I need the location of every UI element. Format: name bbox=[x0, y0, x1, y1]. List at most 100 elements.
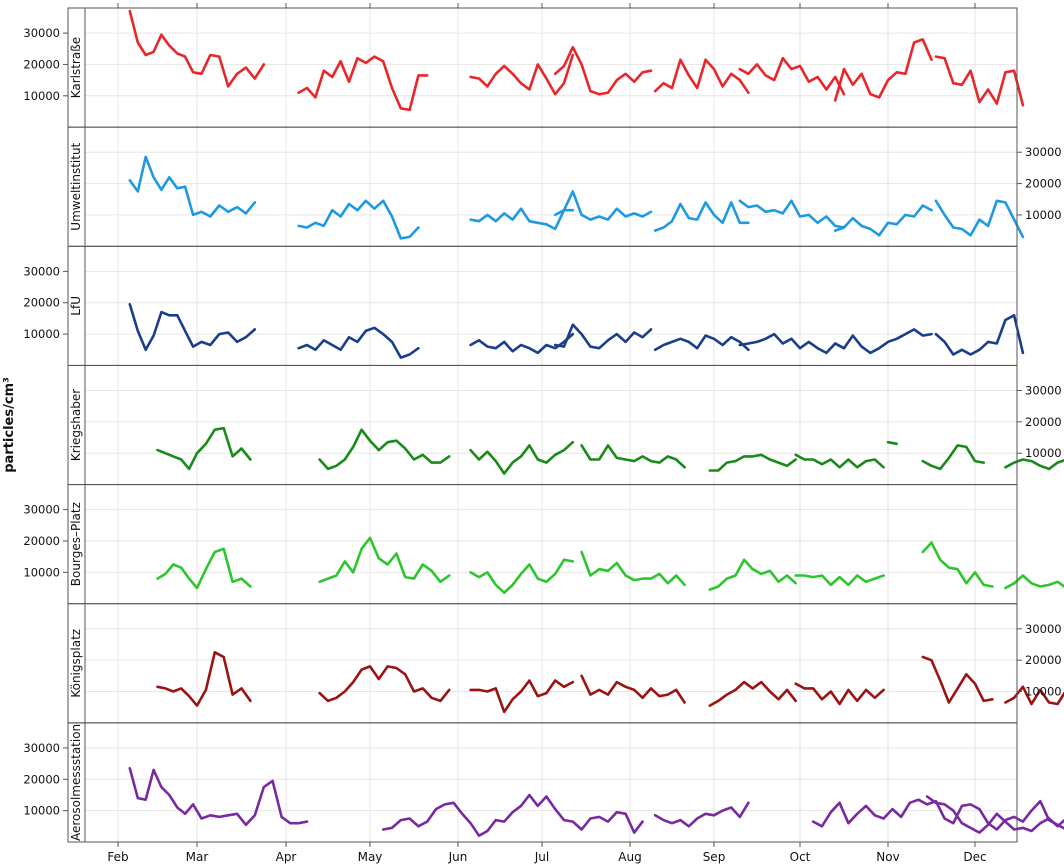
series-line-0-6 bbox=[833, 38, 933, 102]
series-line-3-6 bbox=[886, 440, 899, 446]
series-line-0-1 bbox=[297, 55, 429, 112]
y-tick-label: 30000 bbox=[23, 26, 60, 40]
x-tick-label: Apr bbox=[276, 850, 297, 864]
y-tick-label: 10000 bbox=[23, 89, 60, 103]
series-line-5-4 bbox=[708, 680, 798, 707]
series-line-1-5 bbox=[738, 199, 846, 229]
series-line-4-5 bbox=[794, 574, 885, 587]
series-line-1-6 bbox=[833, 204, 933, 237]
x-tick-label: Dec bbox=[963, 850, 986, 864]
series-line-2-1 bbox=[297, 326, 420, 359]
series-line-2-3 bbox=[553, 323, 653, 350]
series-line-0-3 bbox=[553, 45, 653, 96]
series-line-0-5 bbox=[738, 56, 846, 96]
series-line-5-0 bbox=[156, 650, 252, 707]
y-tick-label: 30000 bbox=[1025, 384, 1062, 398]
series-line-2-6 bbox=[833, 328, 933, 355]
series-line-5-3 bbox=[580, 674, 686, 704]
series-line-4-4 bbox=[708, 558, 798, 591]
y-tick-label: 20000 bbox=[1025, 415, 1062, 429]
series-line-0-0 bbox=[128, 9, 266, 88]
series-line-3-5 bbox=[794, 453, 885, 469]
series-line-2-4 bbox=[653, 334, 750, 352]
panel-label: Umweltinstitut bbox=[69, 142, 83, 230]
x-tick-label: Feb bbox=[107, 850, 128, 864]
panel-5: Königsplatz 10000 20000 30000 bbox=[67, 603, 1064, 724]
x-tick-label: Jun bbox=[448, 850, 468, 864]
series-line-6-2 bbox=[653, 801, 750, 828]
series-line-1-4 bbox=[653, 201, 750, 232]
x-tick-label: May bbox=[358, 850, 383, 864]
series-line-0-2 bbox=[469, 53, 575, 96]
y-tick-label: 30000 bbox=[1025, 622, 1062, 636]
series-line-5-2 bbox=[469, 679, 575, 714]
panel-1: Umweltinstitut 10000 20000 30000 bbox=[67, 126, 1062, 247]
series-line-6-1 bbox=[381, 793, 644, 838]
panel-2: LfU 10000 20000 30000 bbox=[23, 245, 1025, 366]
series-line-1-2 bbox=[469, 207, 575, 231]
x-tick-label: Jul bbox=[534, 850, 549, 864]
series-line-5-6 bbox=[921, 655, 994, 704]
series-line-3-3 bbox=[580, 444, 686, 469]
x-tick-label: Aug bbox=[618, 850, 641, 864]
y-tick-label: 20000 bbox=[23, 772, 60, 786]
series-line-2-0 bbox=[128, 302, 257, 352]
panel-4: Bourges–Platz 10000 20000 30000 bbox=[23, 484, 1064, 605]
y-tick-label: 30000 bbox=[23, 264, 60, 278]
panel-label: Königsplatz bbox=[69, 629, 83, 698]
y-tick-label: 20000 bbox=[23, 534, 60, 548]
series-line-3-1 bbox=[318, 428, 451, 471]
panel-label: Karlstraße bbox=[69, 37, 83, 98]
y-tick-label: 10000 bbox=[1025, 446, 1062, 460]
y-tick-label: 10000 bbox=[23, 565, 60, 579]
y-tick-label: 30000 bbox=[23, 741, 60, 755]
series-line-3-8 bbox=[1004, 458, 1064, 471]
series-line-4-3 bbox=[580, 550, 686, 587]
y-tick-label: 10000 bbox=[23, 804, 60, 818]
series-line-4-0 bbox=[156, 547, 252, 590]
series-line-1-7 bbox=[934, 199, 1025, 239]
series-line-5-5 bbox=[794, 682, 885, 706]
y-tick-label: 30000 bbox=[1025, 145, 1062, 159]
series-line-6-4 bbox=[925, 795, 1064, 834]
series-line-6-0 bbox=[128, 766, 309, 827]
y-tick-label: 10000 bbox=[1025, 685, 1062, 699]
x-tick-label: Nov bbox=[876, 850, 899, 864]
series-line-3-7 bbox=[921, 444, 986, 471]
panel-label: Aerosolmessstation bbox=[69, 724, 83, 841]
series-line-1-3 bbox=[553, 190, 653, 221]
y-tick-label: 20000 bbox=[23, 57, 60, 71]
panel-label: LfU bbox=[69, 296, 83, 316]
series-line-4-2 bbox=[469, 558, 575, 595]
panel-label: Bourges–Platz bbox=[69, 502, 83, 586]
series-line-4-1 bbox=[318, 536, 451, 584]
y-axis-title: particles/cm³ bbox=[2, 377, 17, 473]
series-line-1-1 bbox=[297, 199, 420, 240]
x-tick-label: Sep bbox=[703, 850, 726, 864]
series-line-2-7 bbox=[934, 313, 1025, 356]
series-line-0-4 bbox=[653, 58, 750, 94]
y-tick-label: 20000 bbox=[1025, 653, 1062, 667]
series-line-0-7 bbox=[934, 55, 1025, 107]
x-tick-label: Oct bbox=[790, 850, 811, 864]
x-tick-label: Mar bbox=[186, 850, 209, 864]
series-line-5-7 bbox=[1004, 685, 1064, 706]
series-line-3-4 bbox=[708, 453, 798, 472]
series-line-4-6 bbox=[921, 541, 994, 588]
y-tick-label: 10000 bbox=[1025, 208, 1062, 222]
panel-0: Karlstraße 10000 20000 30000 bbox=[23, 7, 1025, 128]
series-line-1-0 bbox=[128, 155, 257, 218]
y-tick-label: 20000 bbox=[1025, 177, 1062, 191]
panel-6: Aerosolmessstation 10000 20000 30000 bbox=[23, 722, 1064, 843]
series-line-2-2 bbox=[469, 332, 575, 355]
y-tick-label: 10000 bbox=[23, 327, 60, 341]
series-line-5-1 bbox=[318, 665, 451, 703]
panel-label: Kriegshaber bbox=[69, 389, 83, 461]
series-line-3-2 bbox=[469, 440, 575, 475]
series-line-4-7 bbox=[1004, 574, 1064, 590]
series-line-2-5 bbox=[738, 332, 846, 355]
panel-3: Kriegshaber 10000 20000 30000 bbox=[67, 364, 1064, 486]
y-tick-label: 20000 bbox=[23, 296, 60, 310]
series-line-3-0 bbox=[156, 426, 252, 471]
